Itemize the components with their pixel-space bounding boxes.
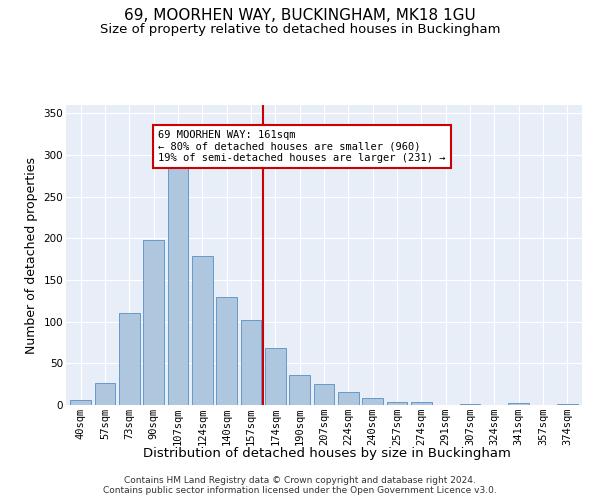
- Bar: [508, 404, 529, 405]
- Bar: [338, 392, 359, 405]
- Bar: [386, 402, 407, 405]
- Bar: [314, 384, 334, 405]
- Text: Contains HM Land Registry data © Crown copyright and database right 2024.
Contai: Contains HM Land Registry data © Crown c…: [103, 476, 497, 495]
- Text: 69, MOORHEN WAY, BUCKINGHAM, MK18 1GU: 69, MOORHEN WAY, BUCKINGHAM, MK18 1GU: [124, 8, 476, 22]
- Bar: [143, 240, 164, 405]
- Bar: [557, 404, 578, 405]
- Bar: [119, 314, 140, 405]
- Bar: [411, 402, 432, 405]
- Bar: [216, 296, 237, 405]
- Bar: [192, 256, 212, 405]
- Text: Size of property relative to detached houses in Buckingham: Size of property relative to detached ho…: [100, 22, 500, 36]
- Bar: [167, 164, 188, 405]
- Bar: [70, 400, 91, 405]
- Bar: [289, 375, 310, 405]
- Bar: [265, 348, 286, 405]
- Bar: [241, 320, 262, 405]
- Bar: [460, 404, 481, 405]
- Text: 69 MOORHEN WAY: 161sqm
← 80% of detached houses are smaller (960)
19% of semi-de: 69 MOORHEN WAY: 161sqm ← 80% of detached…: [158, 130, 446, 163]
- Text: Distribution of detached houses by size in Buckingham: Distribution of detached houses by size …: [143, 448, 511, 460]
- Y-axis label: Number of detached properties: Number of detached properties: [25, 156, 38, 354]
- Bar: [362, 398, 383, 405]
- Bar: [95, 382, 115, 405]
